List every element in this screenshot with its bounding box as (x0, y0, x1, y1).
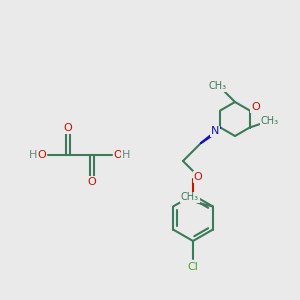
Text: CH₃: CH₃ (261, 116, 279, 127)
Text: O: O (38, 150, 46, 160)
Text: O: O (194, 172, 202, 182)
Text: O: O (88, 177, 96, 187)
Text: CH₃: CH₃ (209, 81, 227, 91)
Text: N: N (211, 127, 220, 136)
Text: H: H (29, 150, 37, 160)
Text: O: O (64, 123, 72, 133)
Text: O: O (251, 103, 260, 112)
Text: Cl: Cl (188, 262, 198, 272)
Text: CH₃: CH₃ (181, 193, 199, 202)
Text: H: H (122, 150, 130, 160)
Text: O: O (114, 150, 122, 160)
